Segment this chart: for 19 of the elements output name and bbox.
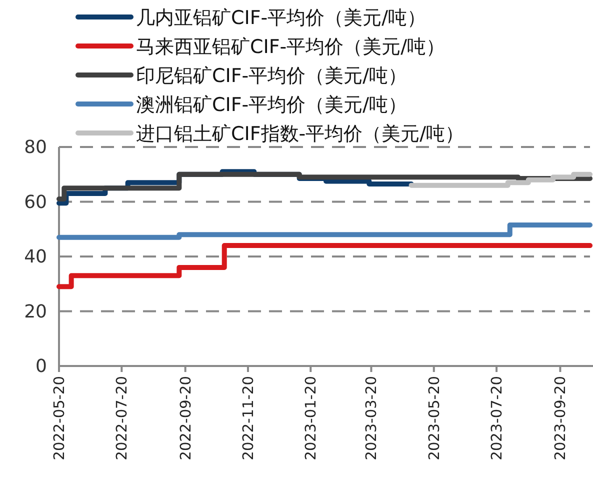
x-tick-label: 2022-05-20 (52, 376, 68, 460)
legend-label: 马来西亚铝矿CIF-平均价（美元/吨） (136, 36, 446, 58)
x-tick-label: 2023-07-20 (490, 376, 506, 460)
y-tick-label: 60 (24, 192, 47, 213)
x-tick-label: 2022-11-20 (240, 376, 257, 460)
x-tick-label: 2023-09-20 (553, 376, 570, 460)
x-tick-label: 2023-05-20 (426, 376, 443, 460)
x-tick-label: 2022-09-20 (178, 376, 194, 460)
legend-label: 澳洲铝矿CIF-平均价（美元/吨） (136, 94, 408, 116)
x-tick-label: 2023-01-20 (304, 376, 320, 460)
x-tick-label: 2022-07-20 (114, 376, 131, 460)
legend-label: 进口铝土矿CIF指数-平均价（美元/吨） (136, 123, 464, 145)
legend-label: 几内亚铝矿CIF-平均价（美元/吨） (136, 7, 426, 29)
legend-label: 印尼铝矿CIF-平均价（美元/吨） (136, 65, 408, 87)
y-tick-label: 40 (24, 246, 47, 268)
y-tick-label: 80 (24, 137, 47, 158)
y-tick-label: 0 (36, 356, 47, 377)
y-tick-label: 20 (24, 301, 47, 322)
x-tick-label: 2023-03-20 (364, 376, 380, 460)
